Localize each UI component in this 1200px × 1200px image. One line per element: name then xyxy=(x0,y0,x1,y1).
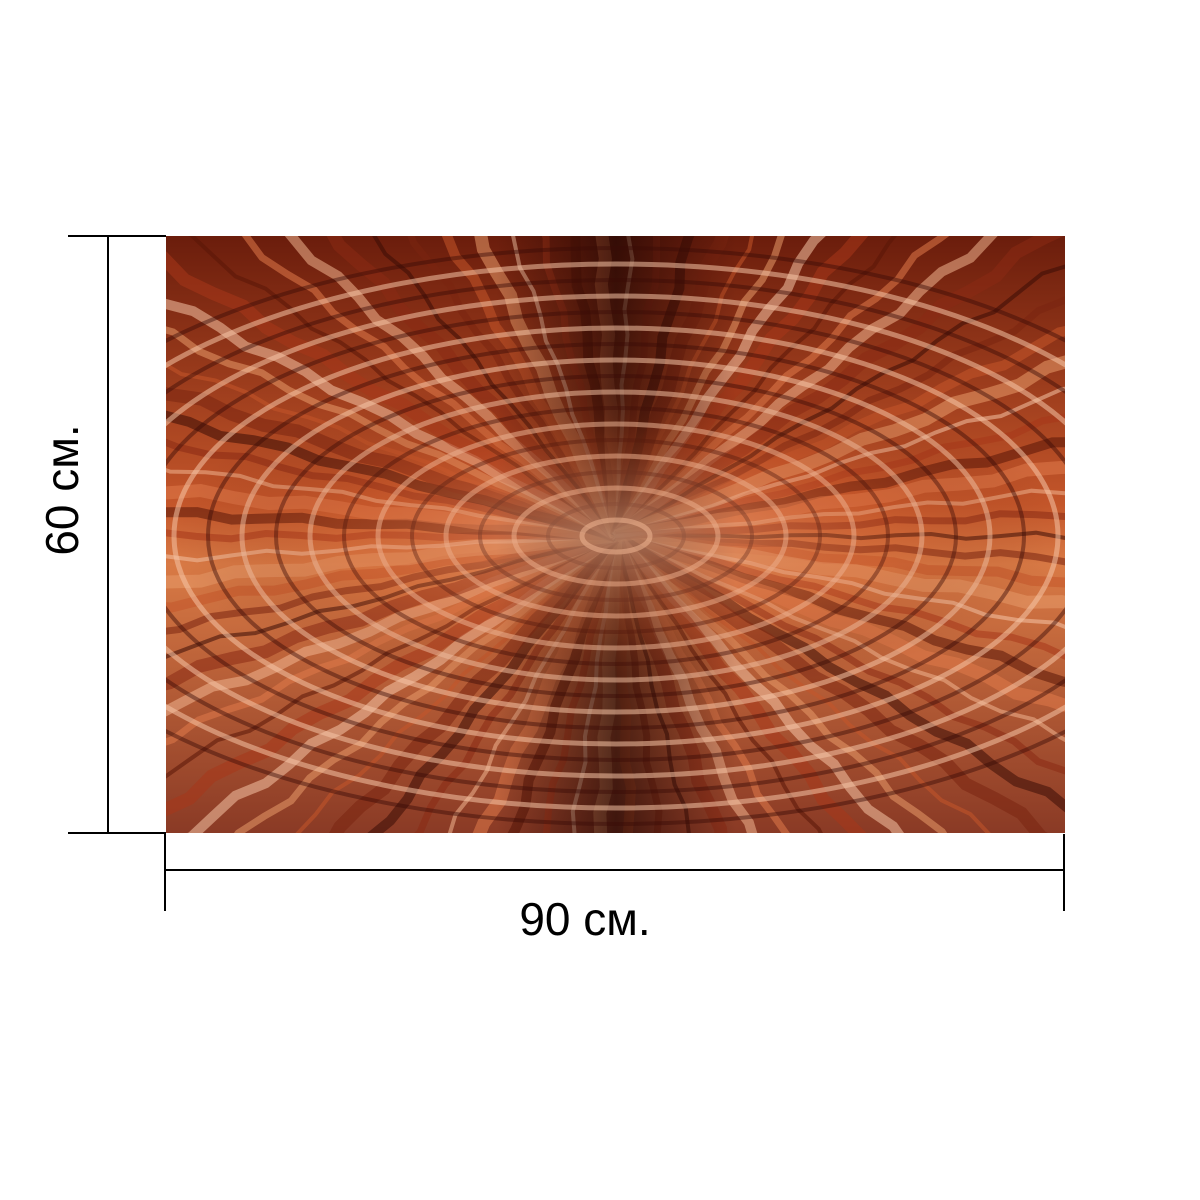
artwork-ripple xyxy=(166,293,1065,779)
height-dimension-line xyxy=(107,236,109,834)
artwork-ripple xyxy=(166,310,1065,762)
height-tick-bottom xyxy=(68,832,166,834)
height-tick-top xyxy=(68,235,166,237)
width-tick-left xyxy=(164,834,166,911)
width-dimension-line xyxy=(166,869,1064,871)
artwork-ripple xyxy=(166,246,1065,826)
artwork-ripple xyxy=(166,261,1065,811)
abstract-copper-ripple-print-icon xyxy=(166,236,1065,833)
width-tick-right xyxy=(1063,834,1065,911)
height-label: 60 см. xyxy=(36,424,88,556)
artwork-ripple xyxy=(166,278,1065,794)
width-label: 90 см. xyxy=(519,893,651,945)
